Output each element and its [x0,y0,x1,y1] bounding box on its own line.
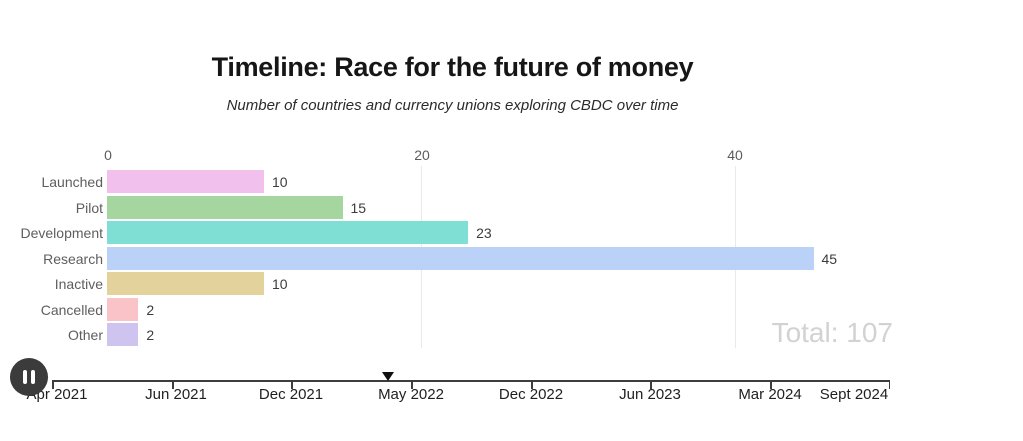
page-title: Timeline: Race for the future of money [211,52,694,82]
timeline-slider-handle[interactable] [382,372,394,381]
timeline-tick [770,382,772,389]
pause-icon [31,370,35,384]
bar-other[interactable] [107,323,139,346]
page-subtitle: Number of countries and currency unions … [226,97,679,114]
category-label-launched: Launched [41,173,103,190]
timeline-tick [650,382,652,389]
bar-row-research: Research 45 [0,247,837,270]
timeline-tick [172,382,174,389]
value-label-other: 2 [146,326,155,343]
timeline-date-mar-2024[interactable]: Mar 2024 [738,386,802,403]
total-label: Total: 107 [771,317,893,348]
x-axis-tick-20: 20 [414,147,430,163]
timeline-track[interactable] [52,380,890,382]
bar-row-inactive: Inactive 10 [0,272,288,295]
timeline-date-jun-2023[interactable]: Jun 2023 [619,386,681,403]
category-label-pilot: Pilot [75,199,103,216]
timeline-date-dec-2021[interactable]: Dec 2021 [258,386,324,403]
chart-header: Timeline: Race for the future of money N… [0,52,905,114]
value-label-research: 45 [821,250,838,267]
bar-row-development: Development 23 [0,221,492,244]
value-label-development: 23 [476,224,492,241]
timeline-date-jun-2021[interactable]: Jun 2021 [145,386,207,403]
bar-row-launched: Launched 10 [0,170,288,193]
bar-row-pilot: Pilot 15 [0,196,366,219]
timeline-tick [888,382,890,389]
bar-cancelled[interactable] [107,298,139,321]
pause-button[interactable] [10,358,48,396]
timeline-tick [291,382,293,389]
category-label-research: Research [43,250,103,267]
bar-research[interactable] [107,247,814,270]
timeline-date-sept-2024[interactable]: Sept 2024 [819,386,889,403]
x-axis-tick-0: 0 [104,147,112,163]
timeline-tick [411,382,413,389]
bar-row-cancelled: Cancelled 2 [0,298,154,321]
value-label-inactive: 10 [272,275,288,292]
value-label-launched: 10 [272,173,288,190]
timeline-tick [52,382,54,389]
category-label-cancelled: Cancelled [40,301,103,318]
value-label-cancelled: 2 [146,301,155,318]
value-label-pilot: 15 [350,199,367,216]
bar-launched[interactable] [107,170,264,193]
category-label-development: Development [20,224,104,241]
bar-development[interactable] [107,221,469,244]
bar-pilot[interactable] [107,196,343,219]
x-axis-tick-40: 40 [727,147,743,163]
timeline-date-dec-2022[interactable]: Dec 2022 [498,386,564,403]
category-label-inactive: Inactive [54,275,103,292]
bar-inactive[interactable] [107,272,264,295]
category-label-other: Other [67,326,103,343]
bar-row-other: Other 2 [0,323,154,346]
timeline-date-may-2022[interactable]: May 2022 [378,386,444,403]
timeline-tick [531,382,533,389]
pause-icon [23,370,27,384]
